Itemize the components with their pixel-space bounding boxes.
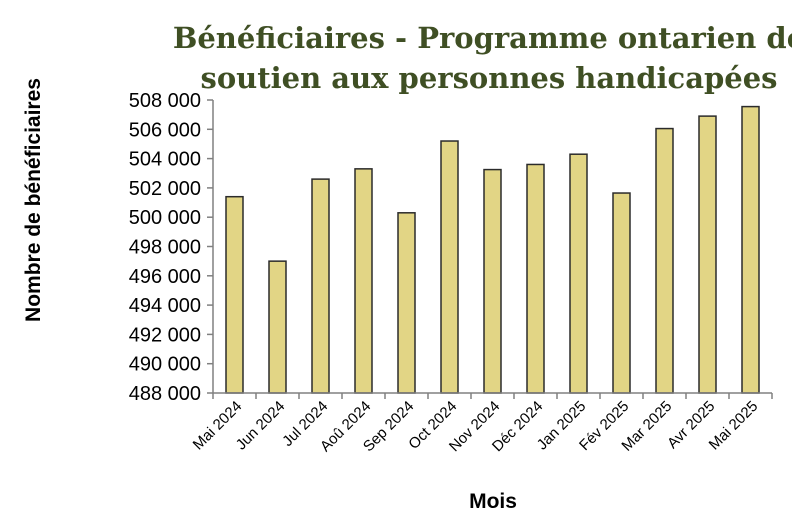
y-tick-label: 508 000 xyxy=(129,90,201,112)
y-axis-label: Nombre de bénéficiaires xyxy=(22,78,45,322)
x-axis-label: Mois xyxy=(469,490,517,513)
bar-2 xyxy=(268,260,287,394)
bar-6 xyxy=(440,140,459,394)
y-tick-label: 488 000 xyxy=(129,383,201,405)
y-axis-ticks: 488 000 490 000 492 000 494 000 496 000 498 0… xyxy=(129,90,213,405)
bar-7 xyxy=(483,168,502,394)
bar-4 xyxy=(354,168,373,394)
bar-12 xyxy=(698,115,717,394)
y-tick-label: 502 000 xyxy=(129,178,201,200)
bar-10 xyxy=(612,192,631,394)
y-tick-label: 496 000 xyxy=(129,266,201,288)
y-tick-label: 490 000 xyxy=(129,354,201,376)
chart-title-line-1: Bénéficiaires - Programme ontarien de xyxy=(173,21,792,55)
y-tick-label: 498 000 xyxy=(129,237,201,259)
y-tick-label: 494 000 xyxy=(129,295,201,317)
chart-title-line-2: soutien aux personnes handicapées xyxy=(201,61,778,95)
bar-8 xyxy=(526,163,545,394)
bars-group xyxy=(225,105,760,394)
bar-11 xyxy=(655,127,674,394)
y-tick-label: 506 000 xyxy=(129,119,201,141)
y-tick-label: 504 000 xyxy=(129,149,201,171)
bar-9 xyxy=(569,153,588,394)
y-tick-label: 492 000 xyxy=(129,324,201,346)
bar-5 xyxy=(397,212,416,394)
bar-13 xyxy=(741,105,760,394)
bar-1 xyxy=(225,195,244,394)
y-tick-label: 500 000 xyxy=(129,207,201,229)
bar-3 xyxy=(311,178,330,394)
